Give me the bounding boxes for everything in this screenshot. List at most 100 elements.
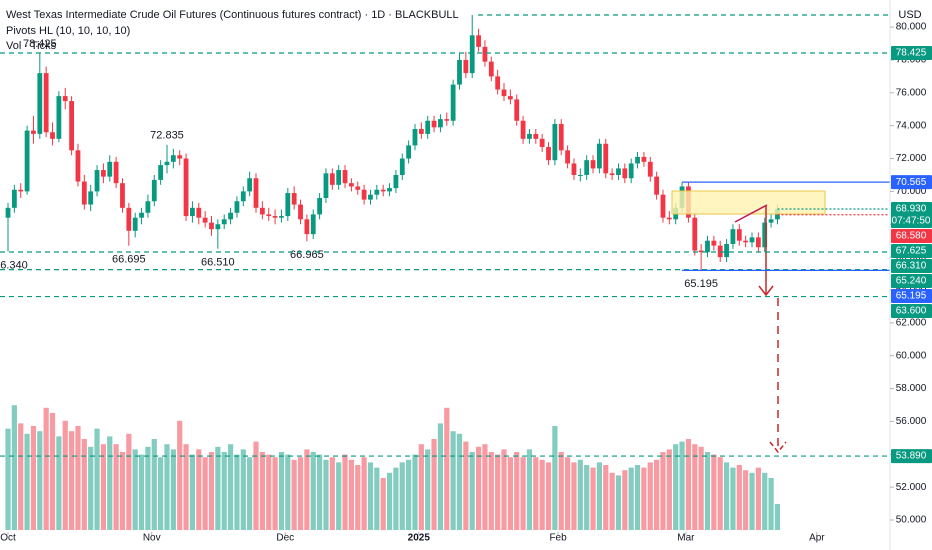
candle-body [457, 59, 462, 85]
candle-body [285, 193, 291, 217]
candle-body [234, 201, 240, 213]
volume-bar [348, 459, 354, 530]
candle-body [139, 212, 144, 218]
pivot-label: 66.695 [112, 254, 146, 266]
candle-body [170, 155, 176, 162]
candle-body [412, 128, 418, 146]
candle-body [348, 183, 354, 187]
candle-body [609, 173, 615, 175]
candle-body [107, 161, 113, 177]
volume-bar [336, 462, 342, 530]
volume-bar [189, 454, 196, 530]
volume-bar [596, 462, 602, 530]
volume-bar [507, 457, 513, 530]
volume-bar [495, 454, 501, 530]
volume-bar [437, 423, 444, 530]
candle-body [406, 145, 412, 159]
candle-body [616, 168, 621, 175]
candle-body [444, 119, 450, 121]
volume-bar [488, 452, 494, 530]
price-badge [891, 303, 932, 318]
volume-bar [234, 454, 240, 530]
candle-body [730, 229, 736, 244]
candle-body [495, 76, 501, 90]
candle-body [488, 61, 494, 77]
volume-bar [24, 433, 30, 530]
candle-body [762, 222, 768, 248]
volume-bar [170, 449, 176, 530]
volume-bar [196, 449, 202, 530]
candle-body [565, 150, 571, 164]
candle-body [145, 201, 151, 213]
candle-body [361, 189, 367, 200]
volume-bar [272, 457, 278, 530]
candle-body [266, 214, 272, 217]
volume-bar [685, 439, 692, 530]
volume-bar [749, 472, 755, 530]
candle-body [711, 240, 717, 246]
candle-body [692, 217, 698, 251]
y-tick-label: 58.000 [896, 383, 927, 394]
candle-body [126, 207, 132, 231]
volume-bar [577, 459, 583, 530]
volume-bar [647, 462, 653, 530]
candle-body [387, 188, 392, 192]
volume-bar [571, 462, 577, 530]
volume-bar [56, 436, 62, 530]
volume-bar [526, 449, 533, 530]
candle-body [705, 240, 710, 253]
volume-bar [501, 449, 507, 530]
x-tick-label: Mar [677, 533, 695, 544]
volume-bar [259, 452, 265, 530]
pivot-label: 66.510 [201, 257, 235, 269]
volume-bar [138, 454, 145, 530]
candle-body [37, 73, 43, 134]
candle-body [590, 160, 596, 169]
volume-bar [698, 446, 704, 530]
x-tick-label: Oct [0, 533, 16, 544]
pivot-label: 66.965 [290, 249, 324, 261]
candle-body [641, 156, 647, 162]
volume-bar [386, 472, 393, 530]
indicator: Pivots HL (10, 10, 10, 10) [6, 25, 130, 37]
volume-bar [456, 433, 463, 530]
candle-body [317, 197, 323, 215]
y-tick-label: 50.000 [896, 515, 927, 526]
price-badge [891, 243, 932, 258]
volume-bar [545, 462, 552, 530]
price-badge-label: 67.625 [896, 246, 927, 257]
volume-bar [768, 478, 774, 530]
volume-bar [100, 444, 106, 530]
price-badge-label: 65.240 [896, 276, 927, 287]
volume-bar [119, 452, 126, 530]
volume-bar [227, 444, 234, 530]
candle-body [418, 128, 424, 134]
y-tick-label: 80.000 [896, 22, 927, 33]
candle-body [628, 163, 634, 179]
volume-bar [215, 446, 221, 530]
candle-body [431, 120, 437, 128]
volume-bar [323, 459, 329, 530]
volume-bar [37, 431, 43, 530]
volume-bar [463, 441, 469, 530]
volume-bar [622, 470, 628, 530]
candle-body [342, 170, 348, 184]
volume-bar [692, 444, 698, 530]
price-badge [891, 45, 932, 60]
volume-bar [329, 457, 335, 530]
candle-body [355, 186, 361, 190]
candle-body [755, 237, 761, 248]
volume-bar [520, 457, 526, 530]
price-badge-label: 68.930 [896, 204, 927, 215]
candle-body [151, 179, 157, 202]
currency-box [891, 3, 929, 27]
candle-body [520, 120, 526, 139]
x-tick-label: Apr [809, 533, 825, 544]
candle-body [501, 89, 507, 97]
price-badge [891, 228, 932, 243]
chart-title: West Texas Intermediate Crude Oil Future… [6, 9, 459, 21]
candle-body [279, 216, 284, 218]
volume-bar [5, 428, 11, 530]
candle-body [69, 101, 75, 151]
